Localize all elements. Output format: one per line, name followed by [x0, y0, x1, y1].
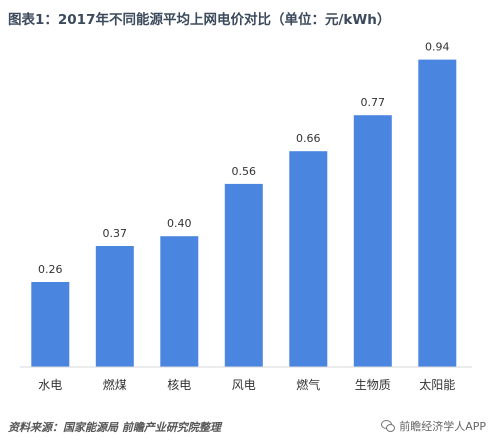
- category-label-7: 太阳能: [419, 377, 455, 392]
- category-label-2: 燃煤: [103, 377, 127, 392]
- chart-title: 图表1：2017年不同能源平均上网电价对比（单位：元/kWh）: [8, 12, 391, 28]
- bar-1: [31, 282, 70, 367]
- category-label-6: 生物质: [355, 378, 391, 392]
- bar-5: [289, 151, 328, 367]
- wechat-icon: [381, 420, 396, 432]
- category-label-5: 燃气: [296, 377, 320, 392]
- bar-4: [224, 183, 263, 367]
- value-label-1: 0.26: [38, 263, 63, 276]
- value-label-6: 0.77: [361, 96, 386, 109]
- category-label-4: 风电: [232, 378, 256, 392]
- bars-group: [31, 59, 457, 367]
- value-label-2: 0.37: [103, 227, 128, 240]
- watermark: 前瞻经济学人APP: [381, 418, 486, 434]
- category-labels-group: 水电 燃煤 核电 风电 燃气 生物质 太阳能: [38, 377, 455, 392]
- value-label-5: 0.66: [296, 132, 321, 145]
- bar-2: [95, 246, 134, 367]
- value-label-7: 0.94: [425, 41, 450, 54]
- watermark-text: 前瞻经济学人APP: [399, 420, 486, 433]
- value-label-3: 0.40: [167, 217, 192, 230]
- value-labels-group: 0.26 0.37 0.40 0.56 0.66 0.77 0.94: [38, 41, 450, 276]
- source-note: 资料来源：国家能源局 前瞻产业研究院整理: [8, 421, 221, 434]
- category-label-3: 核电: [167, 378, 191, 392]
- bar-6: [353, 115, 392, 367]
- bar-3: [160, 236, 199, 367]
- bar-7: [418, 59, 457, 367]
- value-label-4: 0.56: [232, 165, 257, 178]
- category-label-1: 水电: [38, 378, 62, 392]
